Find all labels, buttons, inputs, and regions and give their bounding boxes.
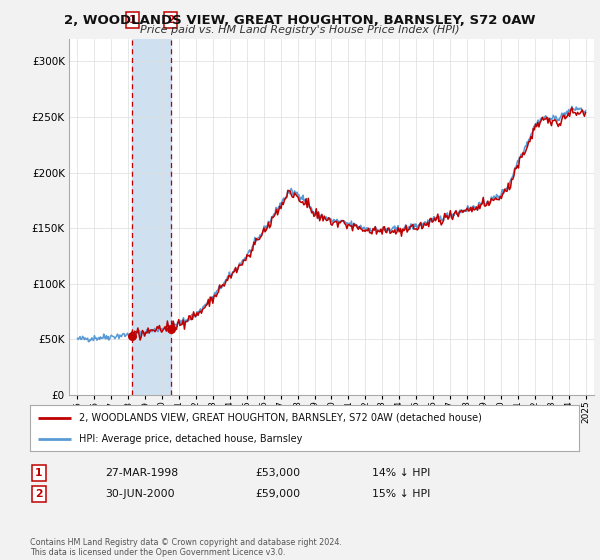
- Text: 14% ↓ HPI: 14% ↓ HPI: [372, 468, 430, 478]
- Text: 27-MAR-1998: 27-MAR-1998: [105, 468, 178, 478]
- Text: Contains HM Land Registry data © Crown copyright and database right 2024.
This d: Contains HM Land Registry data © Crown c…: [30, 538, 342, 557]
- Text: 1: 1: [128, 15, 136, 25]
- Text: 30-JUN-2000: 30-JUN-2000: [105, 489, 175, 499]
- Text: 2: 2: [35, 489, 43, 499]
- Text: Price paid vs. HM Land Registry's House Price Index (HPI): Price paid vs. HM Land Registry's House …: [140, 25, 460, 35]
- Text: 2, WOODLANDS VIEW, GREAT HOUGHTON, BARNSLEY, S72 0AW: 2, WOODLANDS VIEW, GREAT HOUGHTON, BARNS…: [64, 14, 536, 27]
- Text: HPI: Average price, detached house, Barnsley: HPI: Average price, detached house, Barn…: [79, 435, 303, 444]
- Text: 2, WOODLANDS VIEW, GREAT HOUGHTON, BARNSLEY, S72 0AW (detached house): 2, WOODLANDS VIEW, GREAT HOUGHTON, BARNS…: [79, 413, 482, 423]
- Text: 2: 2: [167, 15, 174, 25]
- Bar: [132, 39, 170, 395]
- Text: £53,000: £53,000: [255, 468, 300, 478]
- Text: 1: 1: [35, 468, 43, 478]
- Text: £59,000: £59,000: [255, 489, 300, 499]
- Text: 15% ↓ HPI: 15% ↓ HPI: [372, 489, 430, 499]
